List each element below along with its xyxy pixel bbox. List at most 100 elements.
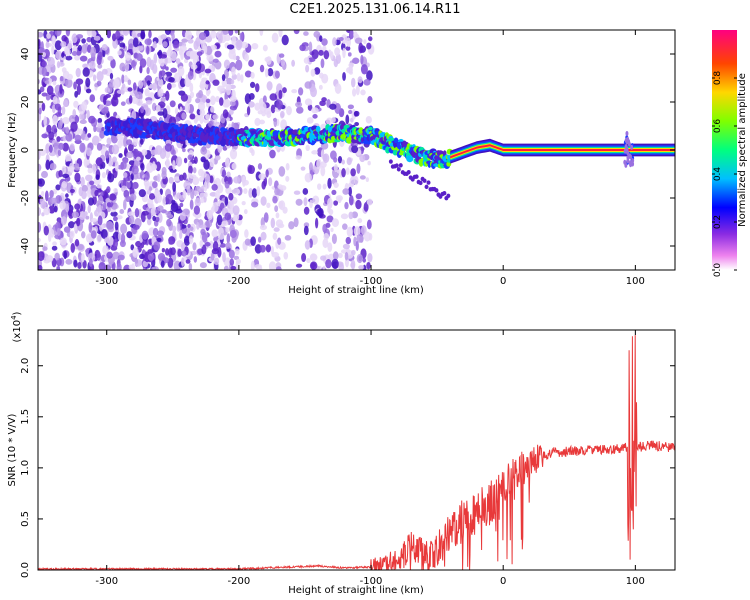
spectrogram-cell (79, 119, 87, 125)
spectrogram-cell (293, 190, 301, 195)
spectrogram-cell (329, 51, 334, 60)
spectrogram-cell (228, 192, 234, 201)
spectrogram-cell (269, 149, 276, 159)
spectrogram-cell (86, 30, 92, 37)
spectrogram-cell (178, 47, 183, 56)
spectrogram-cell (201, 171, 207, 178)
spectrogram-cell (248, 187, 253, 198)
spectrogram-cell (203, 181, 208, 192)
spectrogram-cell (51, 245, 58, 251)
spectrogram-cell (52, 80, 57, 86)
spectrogram-cell (207, 89, 211, 95)
spectrogram-cell (56, 227, 61, 237)
spectrogram-cell (116, 89, 124, 94)
spectrogram-cell (331, 233, 337, 245)
spectrogram-cell (101, 44, 108, 51)
spectrogram-cell (231, 66, 236, 76)
spectrogram-cell (348, 186, 352, 197)
spectrogram-cell (171, 199, 176, 205)
spectrogram-cell (174, 107, 179, 115)
spectrogram-cell (259, 30, 264, 37)
spectrogram-cell (311, 49, 319, 60)
spectrogram-cell (103, 95, 108, 101)
colorbar-label: Normalized spectral amplitude (737, 73, 748, 227)
spectrogram-cell (347, 52, 352, 57)
spectrogram-cell (168, 240, 174, 245)
spectrogram-cell (198, 89, 203, 99)
spectrogram-cell (224, 157, 230, 168)
spectrogram-cell (268, 261, 277, 270)
spectrogram-cell (199, 239, 204, 248)
spectrogram-cell (630, 144, 634, 150)
spectrogram-cell (228, 249, 235, 259)
spectrogram-cell (188, 263, 193, 270)
spectrogram-cell (243, 209, 248, 215)
spectrogram-cell (65, 55, 73, 61)
spectrogram-cell (119, 42, 126, 48)
spectrogram-cell (183, 157, 188, 164)
spectrogram-cell (200, 197, 205, 204)
spectrogram-cell (365, 116, 372, 124)
spectrogram-cell (60, 216, 67, 226)
spectrogram-cell (329, 103, 337, 110)
spectrogram-cell (222, 251, 226, 263)
spectrogram-cell (162, 195, 167, 206)
spectrogram-cell (298, 87, 304, 96)
spectrogram-cell (127, 211, 136, 217)
spectrogram-cell (173, 176, 181, 182)
spectrogram-cell (196, 51, 203, 57)
spectrogram-cell (284, 234, 292, 241)
spectrogram-cell (65, 78, 73, 89)
spectrogram-cell (74, 54, 81, 61)
spectrogram-cell (65, 126, 70, 134)
spectrogram-cell (272, 195, 278, 204)
spectrogram-cell (264, 68, 269, 78)
spectrogram-cell (45, 255, 54, 263)
spectrogram-cell (330, 227, 334, 233)
spectrogram-cell (97, 215, 103, 226)
spectrogram-cell (277, 184, 283, 190)
spectrogram-cell (41, 102, 46, 112)
spectrogram-cell (367, 253, 373, 263)
spectrogram-cell (259, 64, 265, 73)
spectrogram-cell (217, 33, 223, 44)
spectrogram-cell (217, 246, 222, 258)
spectrogram-cell (126, 231, 133, 239)
spectrogram-cell (71, 211, 80, 219)
spectrogram-cell (145, 134, 151, 139)
spectrogram-cell (626, 158, 630, 164)
spectrogram-cell (418, 180, 423, 186)
spectrogram-cell (265, 244, 271, 253)
spectrogram-cell (91, 30, 96, 37)
spectrogram-cell (255, 83, 260, 93)
x-tick-label: -300 (95, 576, 118, 587)
spectrogram-cell (248, 165, 255, 175)
spectrogram-cell (192, 242, 197, 251)
y-tick-label: 2.0 (20, 358, 31, 374)
spectrogram-cell (354, 37, 363, 44)
spectrogram-cell (222, 30, 230, 35)
spectrogram-cell (244, 238, 251, 246)
spectrogram-cell (228, 50, 236, 60)
spectrogram-cell (93, 124, 97, 133)
spectrogram-cell (85, 215, 90, 220)
spectrogram-cell (106, 221, 114, 230)
spectrogram-cell (91, 135, 100, 146)
snr-frame (37, 329, 676, 571)
spectrogram-cell (306, 117, 314, 124)
spectrogram-cell (346, 37, 351, 48)
spectrogram-cell (59, 237, 67, 246)
spectrogram-cell (106, 186, 111, 194)
spectrogram-cell (270, 217, 276, 229)
spectrogram-cell (132, 37, 139, 48)
spectrogram-cell (38, 149, 41, 160)
snr-x-ticks: -300 -200 -100 0 100 (95, 330, 645, 587)
spectrogram-cell (275, 219, 284, 228)
spectrogram-cell (219, 97, 224, 106)
spectrogram-cell (320, 58, 325, 69)
spectrogram-cell (164, 248, 170, 256)
spectrogram-cell (226, 233, 231, 245)
spectrogram-cell (180, 135, 187, 141)
spectrogram-cell (295, 101, 303, 108)
spectrogram-cell (187, 70, 194, 80)
